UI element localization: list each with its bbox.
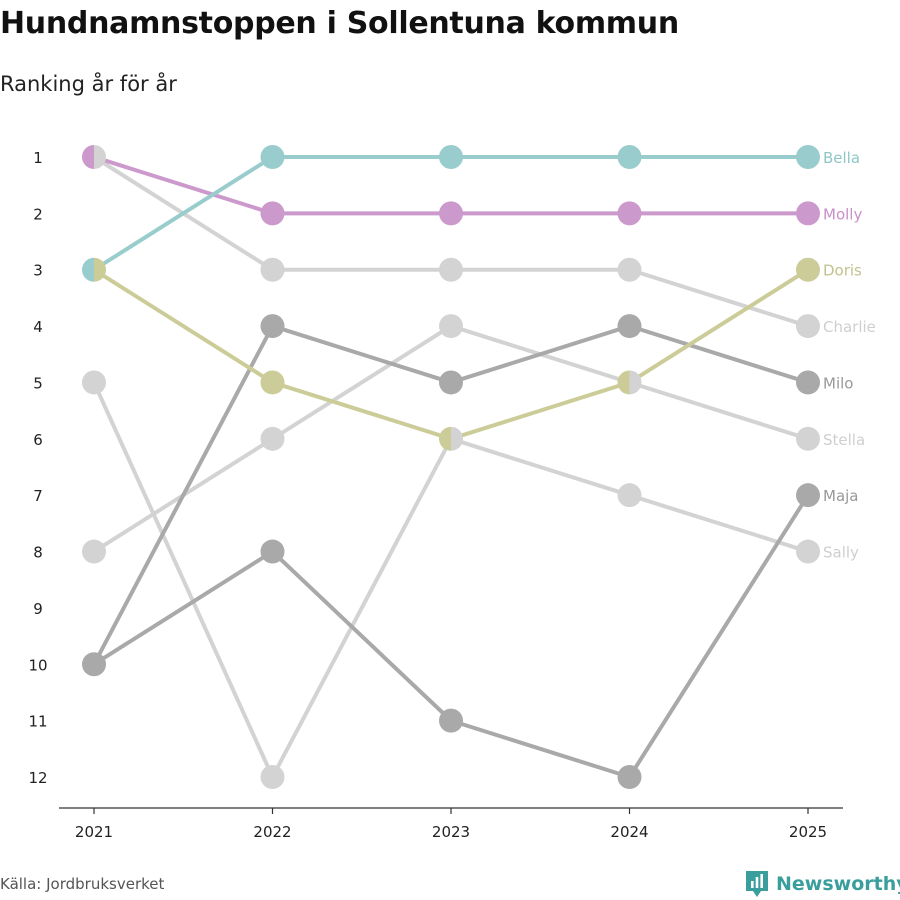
- data-point-doris-2023: [439, 426, 451, 451]
- data-point-molly-2022: [260, 201, 285, 226]
- data-point-charlie-2021: [94, 145, 106, 169]
- data-point-milo-2023: [439, 370, 463, 395]
- data-point-stella-2025: [796, 426, 820, 451]
- x-tick-label-2025: 2025: [789, 823, 827, 841]
- data-point-maja-2025: [796, 483, 820, 508]
- series-line-doris: [92, 267, 810, 441]
- data-point-stella-2024: [629, 370, 642, 395]
- data-point-charlie-2023: [439, 257, 463, 282]
- data-point-charlie-2022: [260, 257, 285, 282]
- newsworthy-logo-icon: [746, 871, 768, 897]
- brand-logo: Newsworthy: [744, 869, 900, 899]
- source-note: Källa: Jordbruksverket: [0, 875, 165, 893]
- data-point-sally-2021: [82, 370, 106, 395]
- y-tick-label-11: 11: [28, 713, 47, 731]
- series-label-doris: Doris: [823, 262, 862, 280]
- data-point-sally-2025: [796, 539, 820, 564]
- data-point-molly-2024: [617, 201, 642, 226]
- y-tick-label-7: 7: [33, 487, 43, 505]
- data-point-bella-2025: [796, 145, 820, 169]
- series-label-stella: Stella: [823, 431, 865, 449]
- series-label-sally: Sally: [823, 544, 859, 562]
- data-point-bella-2022: [260, 145, 285, 169]
- data-point-charlie-2025: [796, 314, 820, 339]
- data-point-molly-2021: [82, 145, 94, 169]
- chart-title: Hundnamnstoppen i Sollentuna kommun: [0, 6, 679, 41]
- series-label-milo: Milo: [823, 374, 853, 392]
- y-tick-label-9: 9: [33, 600, 43, 618]
- series-line-charlie: [92, 155, 810, 329]
- y-tick-label-6: 6: [33, 431, 43, 449]
- data-point-molly-2025: [796, 201, 820, 226]
- data-point-doris-2022: [260, 370, 285, 395]
- data-point-doris-2025: [796, 257, 820, 282]
- series-label-maja: Maja: [823, 487, 859, 505]
- series-label-molly: Molly: [823, 205, 862, 223]
- series-line-maja: [92, 493, 810, 779]
- y-tick-label-1: 1: [33, 149, 43, 167]
- data-point-milo-2025: [796, 370, 820, 395]
- brand-name: Newsworthy: [776, 873, 900, 895]
- data-point-stella-2023: [439, 314, 463, 339]
- x-tick-label-2021: 2021: [75, 823, 113, 841]
- x-tick-label-2022: 2022: [253, 823, 291, 841]
- data-point-bella-2023: [439, 145, 463, 169]
- data-point-doris-2024: [617, 370, 630, 395]
- data-point-maja-2022: [260, 539, 285, 564]
- series-label-bella: Bella: [823, 149, 860, 167]
- y-tick-label-3: 3: [33, 262, 43, 280]
- data-point-molly-2023: [439, 201, 463, 226]
- data-point-sally-2023: [451, 426, 464, 451]
- y-tick-label-5: 5: [33, 374, 43, 392]
- data-point-milo-2024: [617, 314, 642, 339]
- x-tick-label-2023: 2023: [432, 823, 470, 841]
- data-point-bella-2024: [617, 145, 642, 169]
- data-point-maja-2021: [82, 652, 94, 677]
- data-point-charlie-2024: [617, 257, 642, 282]
- data-point-bella-2021: [82, 257, 94, 282]
- data-point-sally-2022: [260, 765, 285, 789]
- y-tick-label-4: 4: [33, 318, 43, 336]
- chart-subtitle: Ranking år för år: [0, 72, 177, 96]
- x-tick-label-2024: 2024: [610, 823, 648, 841]
- data-point-stella-2022: [260, 426, 285, 451]
- data-point-doris-2021: [94, 257, 107, 282]
- y-tick-label-10: 10: [28, 656, 47, 674]
- y-tick-label-8: 8: [33, 544, 43, 562]
- series-label-charlie: Charlie: [823, 318, 876, 336]
- data-point-sally-2024: [617, 483, 642, 508]
- y-tick-label-12: 12: [28, 769, 47, 787]
- data-point-stella-2021: [82, 539, 106, 564]
- data-point-milo-2021: [94, 652, 107, 677]
- data-point-maja-2024: [617, 765, 642, 789]
- y-tick-label-2: 2: [33, 205, 43, 223]
- data-point-maja-2023: [439, 708, 463, 733]
- data-point-milo-2022: [260, 314, 285, 339]
